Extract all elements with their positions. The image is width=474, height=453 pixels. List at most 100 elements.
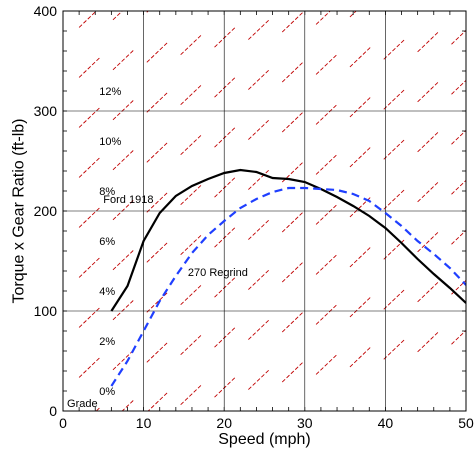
series-label-270-regrind: 270 Regrind [188,267,248,279]
grade-line-segment [417,81,439,103]
grade-line-segment [417,131,439,153]
grade-line-segment [146,141,169,163]
grade-line-segment [146,241,169,263]
grade-line-segment [383,189,406,210]
grade-line-segment [180,334,202,356]
y-tick-label: 400 [34,3,58,19]
grade-line-segment [383,139,406,160]
grade-line-segment [146,341,169,363]
grade-line-segment [112,99,135,121]
grade-line-segment [180,234,202,256]
grade-line-segment [451,179,466,195]
y-tick-label: 100 [34,303,58,319]
grade-line-segment [315,204,338,225]
grade-line-segment [180,134,202,156]
labels-group: 0 10 20 30 40 50 0 100 200 300 400 0% 2% 4% 6% 8% 10% 12%… [34,3,474,431]
grade-line-segment [112,299,135,321]
grade-line-segment [112,199,135,221]
y-tick-label: 300 [34,103,58,119]
grade-line-segment [383,339,406,360]
grade-label: 0% [99,386,115,398]
grade-line-segment [180,184,202,206]
grade-line-segment [281,361,304,383]
x-tick-label: 40 [378,415,394,431]
series-line-2 [110,186,466,387]
grade-line-segment [281,161,304,183]
y-tick-label: 0 [49,403,57,419]
grade-line-segment [248,369,270,390]
x-tick-label: 30 [297,415,313,431]
grade-line-segment [281,11,304,33]
grade-line-segment [281,111,304,133]
grade-line-segment [349,246,372,268]
grade-line-segment [121,399,135,411]
grade-line-segment [248,319,270,340]
grade-line-segment [315,254,338,275]
grade-line-segment [281,261,304,283]
grade-label: 12% [99,86,121,98]
grade-line-segment [383,39,406,60]
grade-line-segment [214,276,236,298]
grade-line-segment [214,76,236,98]
grade-line-segment [214,376,236,398]
grade-line-segment [248,19,270,40]
grade-line-segment [78,157,101,178]
grade-line-segment [214,326,236,348]
grade-label: 6% [99,236,115,248]
grade-line-segment [349,96,372,118]
grade-label: 4% [99,286,115,298]
series-label-ford-1918: Ford 1918 [103,194,153,206]
grade-line-segment [78,257,101,278]
grade-line-segment [451,229,466,245]
y-tick-label: 200 [34,203,58,219]
grade-line-segment [248,119,270,140]
grade-lines [78,11,466,411]
x-tick-label: 20 [216,415,232,431]
grade-line-segment [248,269,270,290]
grade-line-segment [146,91,169,113]
series-group [110,168,466,387]
grade-line-segment [146,41,169,63]
grade-label: 10% [99,136,121,148]
grade-line-segment [214,176,236,198]
grade-line-segment [417,181,439,203]
grade-line-segment [281,311,304,333]
grade-line-segment [417,31,439,53]
x-tick-label: 50 [458,415,474,431]
grade-line-segment [78,57,101,78]
series-line-1 [110,168,466,312]
grade-line-segment [417,281,439,303]
grade-line-segment [214,226,236,248]
grade-line-segment [417,231,439,253]
grade-line-segment [281,61,304,83]
grade-line-segment [349,46,372,68]
x-axis-title: Speed (mph) [218,431,311,448]
grade-line-segment [315,104,338,125]
plot-frame [62,10,467,412]
grade-label: 8% [99,186,115,198]
x-tick-label: 0 [59,415,67,431]
grade-line-segment [112,149,135,171]
grade-line-segment [78,357,101,378]
grade-line-segment [451,279,466,295]
x-tick-label: 10 [136,415,152,431]
grade-line-segment [180,84,202,106]
grade-line-segment [451,79,466,95]
grade-line-segment [248,69,270,90]
y-axis-title: Torque x Gear Ratio (ft-lb) [11,119,28,304]
grade-line-segment [281,211,304,233]
grade-line-segment [315,354,338,375]
grade-line-segment [349,296,372,318]
grade-line-segment [78,11,97,28]
grade-line-segment [451,29,466,45]
grade-line-segment [112,49,135,71]
grade-line-segment [248,219,270,240]
grade-line-segment [315,304,338,325]
grade-line-segment [146,191,169,213]
grade-line-segment [180,34,202,56]
grade-line-segment [383,289,406,310]
grade-line-segment [248,169,270,190]
grade-line-segment [112,349,135,371]
